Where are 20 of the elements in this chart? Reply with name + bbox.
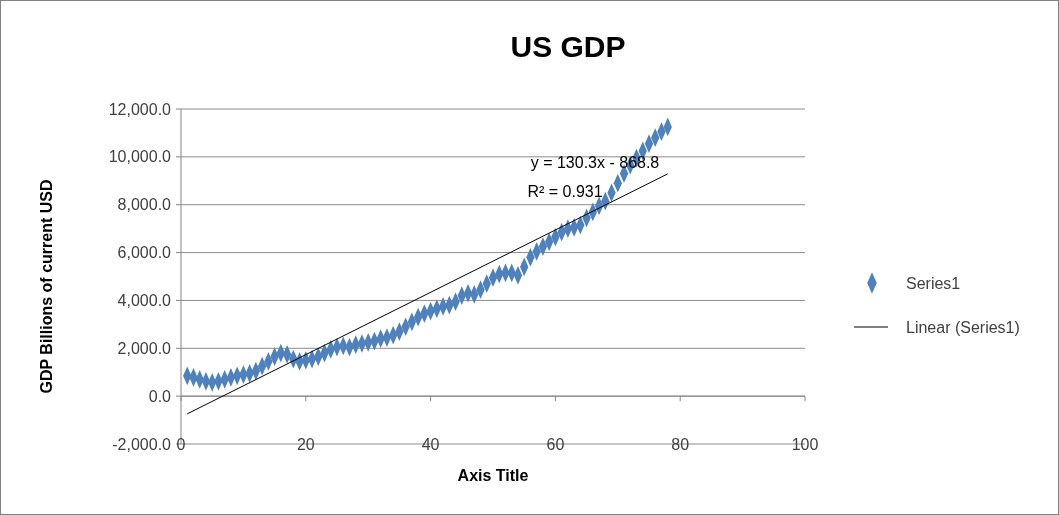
- x-tick-label: 80: [671, 435, 690, 453]
- y-tick-label: 0.0: [148, 387, 172, 405]
- y-tick-label: 6,000.0: [117, 244, 172, 262]
- x-axis-title: Axis Title: [457, 467, 529, 484]
- y-tick-label: 10,000.0: [108, 148, 172, 166]
- x-tick-label: 0: [176, 435, 186, 453]
- y-axis-title: GDP Billions of current USD: [38, 179, 55, 394]
- x-tick-label: 20: [296, 435, 315, 453]
- y-tick-label: 2,000.0: [117, 339, 172, 357]
- x-tick-label: 60: [546, 435, 565, 453]
- x-tick-label: 40: [421, 435, 440, 453]
- annotation: R² = 0.931: [527, 183, 603, 200]
- y-tick-label: 8,000.0: [117, 196, 172, 214]
- y-tick-label: -2,000.0: [112, 435, 172, 453]
- x-tick-label: 100: [791, 435, 819, 453]
- legend-label: Series1: [906, 274, 961, 292]
- y-tick-label: 4,000.0: [117, 292, 172, 310]
- legend-label: Linear (Series1): [906, 318, 1020, 336]
- chart-title: US GDP: [510, 30, 626, 63]
- y-tick-label: 12,000.0: [108, 100, 172, 118]
